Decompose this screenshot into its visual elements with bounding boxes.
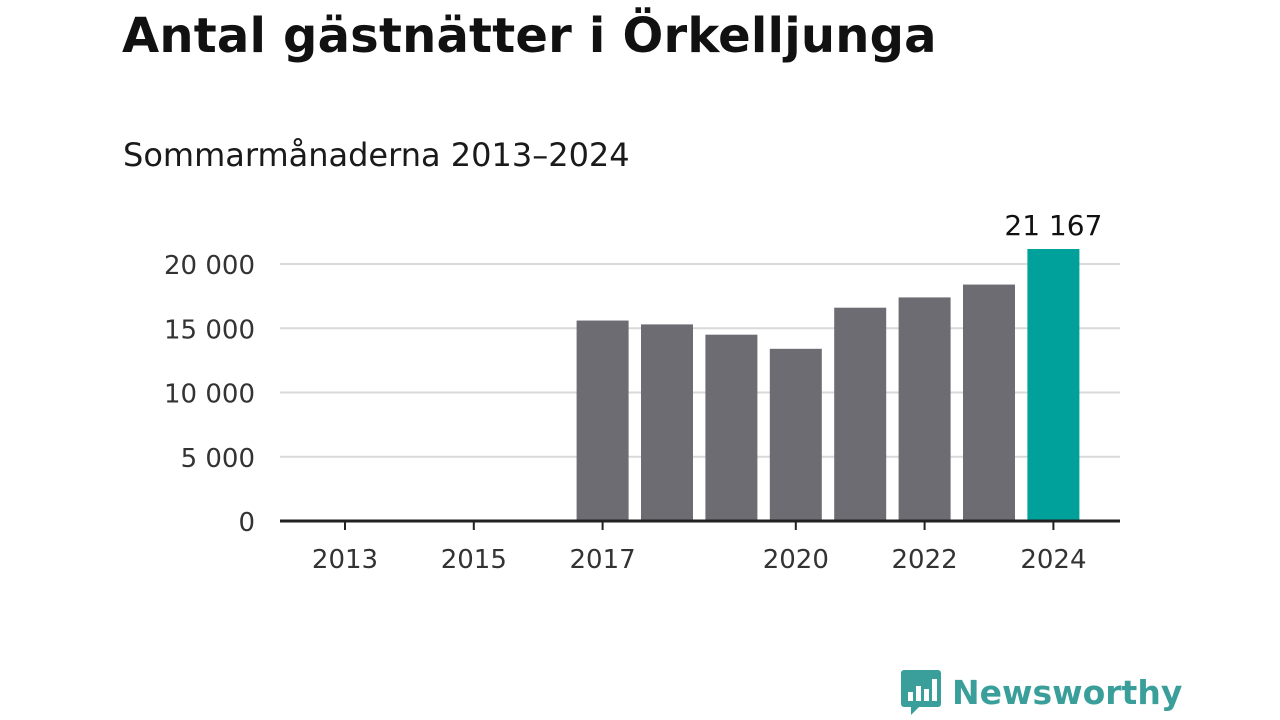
labels: 0 5 000 10 000 15 000 20 000 21 167 2013 2015 20… [164,209,1102,575]
bar-2024 [1027,249,1080,522]
logo-wordmark: Newsworthy [952,672,1183,712]
x-tick-label: 2017 [570,545,636,575]
bar-2018 [641,324,693,521]
data-label-2024: 21 167 [1004,209,1102,242]
bar-2023 [963,284,1015,521]
bar-2017 [576,320,629,521]
x-tick-label: 2020 [763,545,829,575]
newsworthy-logo: Newsworthy [900,668,1182,716]
y-tick-label: 0 [238,508,255,538]
bar-2022 [898,297,951,521]
bars [576,249,1080,522]
bar-2019 [705,334,758,521]
x-tick-label: 2024 [1020,545,1086,575]
x-tick-label: 2013 [312,545,378,575]
bar-2021 [834,307,887,521]
y-tick-label: 10 000 [164,380,255,410]
y-tick-label: 5 000 [181,444,255,474]
chart-subtitle: Sommarmånaderna 2013–2024 [123,136,630,174]
bar-2020 [769,348,822,521]
chart-title: Antal gästnätter i Örkelljunga [122,8,937,64]
y-tick-label: 20 000 [164,251,255,281]
y-tick-label: 15 000 [164,315,255,345]
x-tick-label: 2022 [892,545,958,575]
newsworthy-logo-icon [901,670,941,715]
x-tick-label: 2015 [441,545,507,575]
x-axis [280,519,1120,530]
